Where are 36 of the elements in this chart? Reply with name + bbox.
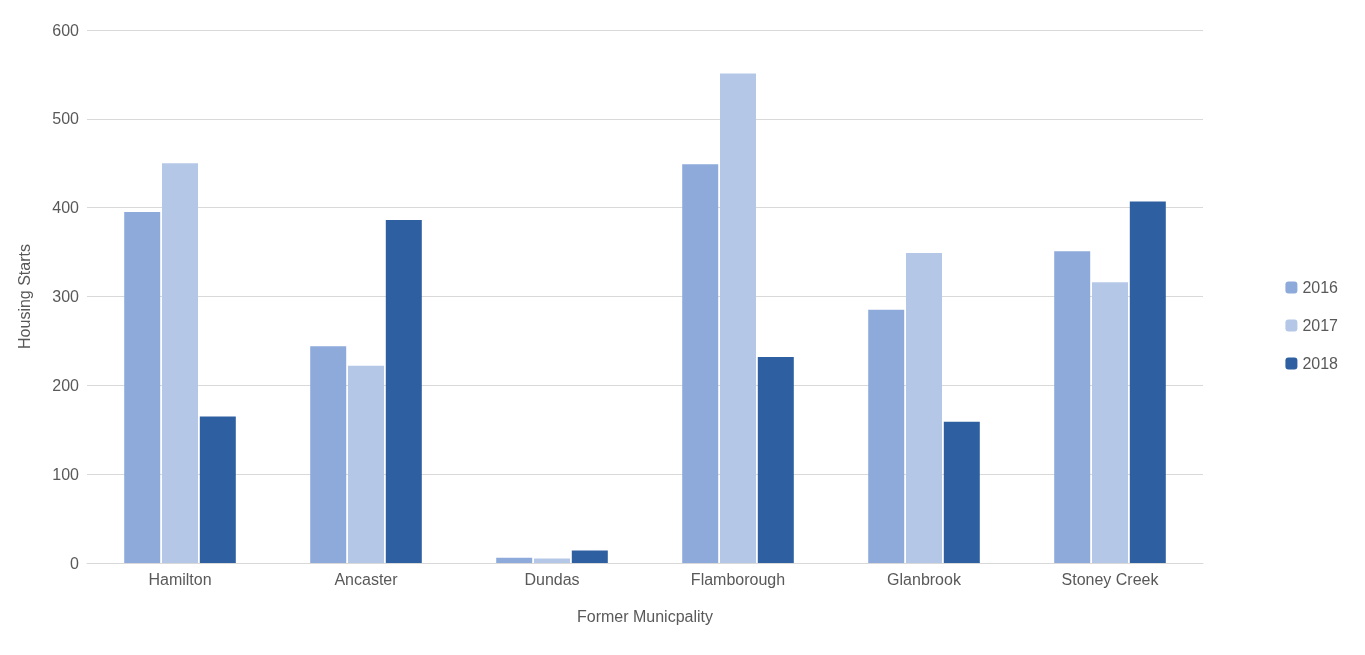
bar — [1092, 282, 1128, 563]
bar — [534, 558, 570, 563]
legend-label: 2016 — [1302, 279, 1339, 296]
x-tick-label: Stoney Creek — [1061, 570, 1160, 588]
y-tick-label: 200 — [52, 376, 80, 394]
bar — [720, 73, 756, 563]
y-tick-label: 500 — [52, 110, 80, 128]
legend-label: 2017 — [1302, 317, 1339, 334]
x-tick-label: Glanbrook — [887, 570, 962, 588]
bar — [1054, 251, 1091, 563]
bar — [385, 220, 422, 563]
bar — [943, 421, 980, 563]
y-tick-label: 300 — [52, 288, 80, 305]
x-tick-label: Hamilton — [148, 570, 212, 588]
bar — [124, 212, 161, 563]
bar — [348, 365, 384, 563]
bar — [496, 557, 533, 563]
y-tick-label: 0 — [70, 554, 80, 572]
y-tick-label: 400 — [52, 199, 80, 217]
bar — [682, 164, 719, 563]
x-tick-label: Flamborough — [690, 570, 786, 588]
bar — [310, 346, 347, 563]
bar — [162, 163, 198, 563]
legend-label: 2018 — [1302, 355, 1339, 372]
y-axis-title: Housing Starts — [15, 244, 33, 349]
y-tick-label: 600 — [52, 21, 80, 39]
bar — [757, 356, 794, 563]
x-tick-label: Dundas — [524, 570, 580, 588]
y-tick-label: 100 — [52, 465, 80, 483]
bar — [199, 416, 236, 563]
bar — [868, 309, 905, 563]
bar — [906, 252, 942, 563]
bar — [571, 550, 608, 563]
x-tick-label: Ancaster — [334, 570, 399, 588]
x-axis-title: Former Municpality — [576, 607, 714, 625]
bar — [1129, 201, 1166, 563]
